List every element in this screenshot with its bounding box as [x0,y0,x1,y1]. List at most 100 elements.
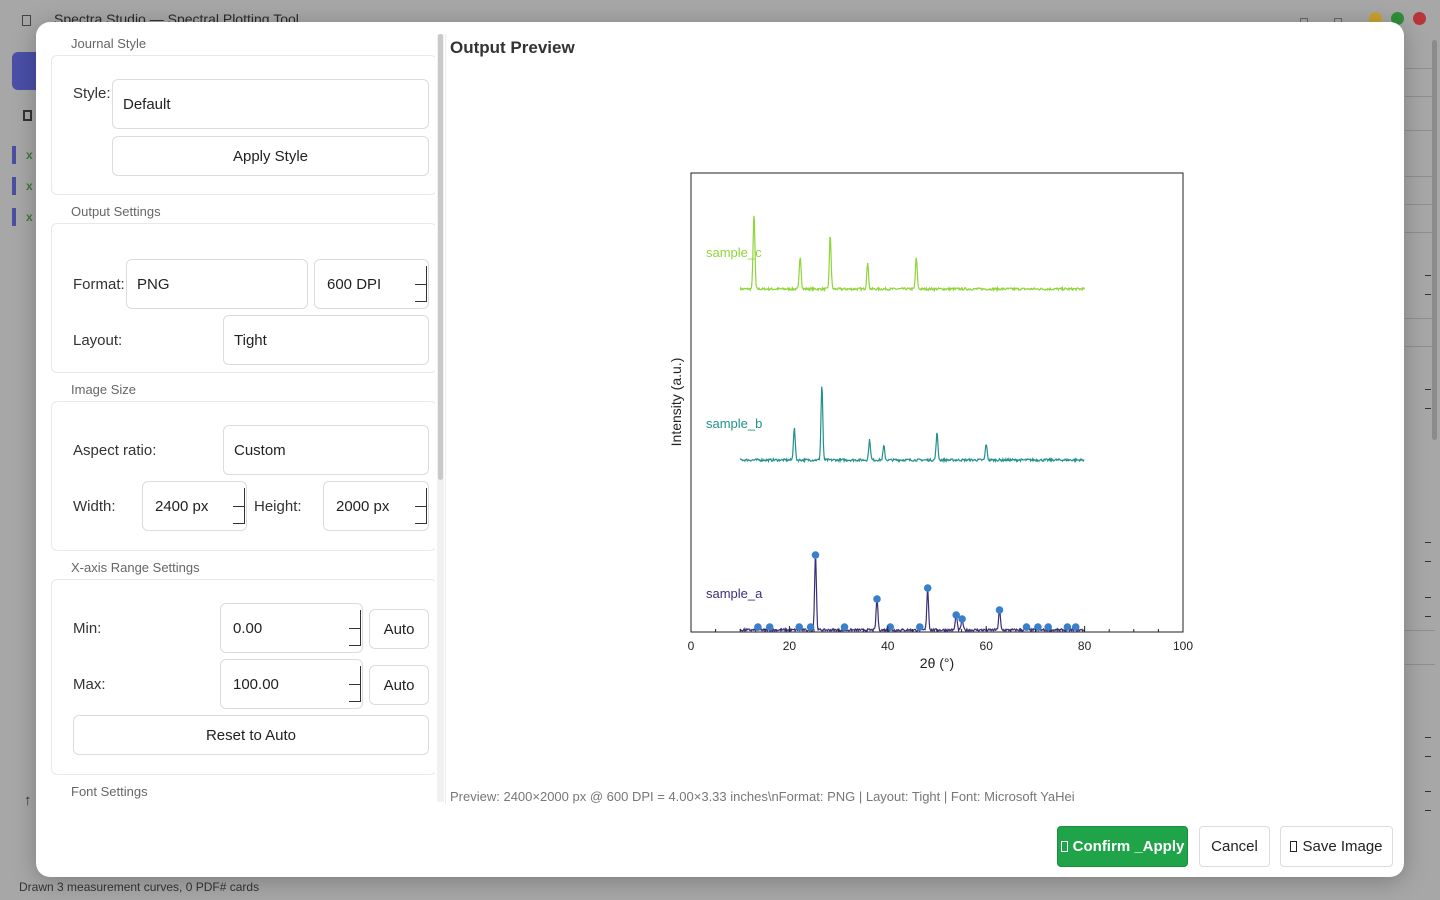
x-tick-label: 60 [980,639,994,653]
dash-mark [1425,756,1431,757]
dash-mark [1425,597,1431,598]
cancel-button[interactable]: Cancel [1199,826,1270,867]
series-line-sample_b [739,386,1085,464]
scrollbar-thumb[interactable] [438,34,443,480]
panel-divider [445,34,446,804]
peak-marker [958,615,966,623]
export-dialog: Journal Style Style: Default Apply Style… [36,22,1404,877]
reset-to-auto-button[interactable]: Reset to Auto [73,715,429,755]
min-spinbox[interactable]: 0.00 [220,603,363,653]
x-axis-range-group: Min: 0.00 Auto Max: 100.00 Auto Reset to… [51,579,435,775]
chart-ticks: 0 20 40 60 80 100 [688,626,1193,653]
peak-marker [765,623,774,631]
section-journal-style: Journal Style [71,36,147,51]
dash-mark [1425,408,1431,409]
status-bar: Drawn 3 measurement curves, 0 PDF# cards [19,880,260,894]
preview-chart: sample_c sample_b sample_a 0 20 40 60 80 100 2θ… [668,172,1193,671]
arrow-up-icon[interactable]: ↑ [24,792,32,809]
peak-marker [754,623,762,631]
save-image-button[interactable]: Save Image [1280,826,1393,867]
output-settings-group: Format: PNG 600 DPI Layout: Tight [51,223,435,373]
peak-marker [923,584,932,592]
plot-frame [690,172,1184,633]
confirm-apply-label: Confirm _Apply [1072,838,1185,855]
dpi-spinbox[interactable]: 600 DPI [314,259,429,309]
chart-markers [754,551,1080,631]
x-tick-label: 40 [881,639,895,653]
min-label: Min: [73,620,102,637]
x-tick-label: 100 [1173,639,1193,653]
min-stepper-icon[interactable] [348,606,362,650]
traffic-green-icon[interactable] [1391,12,1404,25]
sidebar-item[interactable]: x [12,146,40,164]
peak-marker [916,623,924,631]
main-scrollbar[interactable] [1432,40,1437,440]
confirm-apply-button[interactable]: Confirm _Apply [1057,826,1188,867]
dash-mark [1425,275,1431,276]
peak-marker [1044,623,1052,631]
aspect-ratio-select[interactable]: Custom [223,425,429,475]
sidebar-square-icon[interactable] [23,110,32,121]
settings-panel: Journal Style Style: Default Apply Style… [50,34,435,802]
width-value: 2400 px [155,497,209,515]
style-select[interactable]: Default [112,79,429,129]
peak-marker [811,551,820,559]
x-axis-label: 2θ (°) [920,655,954,671]
series-label-sample_b: sample_b [706,416,762,431]
save-icon [1290,841,1298,852]
format-select[interactable]: PNG [126,259,308,309]
sidebar-item[interactable]: x [12,177,40,195]
peak-marker [995,606,1004,614]
max-spinbox[interactable]: 100.00 [220,659,363,709]
layout-select[interactable]: Tight [223,315,429,365]
confirm-icon [1060,841,1068,852]
dash-mark [1425,389,1431,390]
apply-style-button[interactable]: Apply Style [112,136,429,176]
layout-label: Layout: [73,332,123,349]
traffic-yellow-icon[interactable] [1369,12,1382,25]
series-label-sample_a: sample_a [706,586,763,601]
dpi-stepper-icon[interactable] [414,262,428,306]
dash-mark [1425,810,1431,811]
sidebar-item[interactable]: x [12,208,40,226]
max-value: 100.00 [233,675,279,693]
max-auto-button[interactable]: Auto [369,665,429,705]
height-stepper-icon[interactable] [414,484,428,528]
section-image-size: Image Size [71,382,137,397]
peak-marker [1034,623,1042,631]
peak-marker [806,623,815,631]
peak-marker [886,623,895,631]
height-label: Height: [254,498,302,515]
peak-marker [952,611,960,619]
peak-marker [873,595,881,603]
settings-scrollbar[interactable] [437,34,444,802]
dash-mark [1425,561,1431,562]
peak-marker [1063,623,1072,631]
image-size-group: Aspect ratio: Custom Width: 2400 px Heig… [51,401,435,551]
max-stepper-icon[interactable] [348,662,362,706]
x-tick-label: 80 [1078,639,1092,653]
min-auto-button[interactable]: Auto [369,609,429,649]
preview-title: Output Preview [450,38,575,57]
save-image-label: Save Image [1302,838,1383,855]
cancel-label: Cancel [1211,838,1258,855]
width-stepper-icon[interactable] [232,484,246,528]
section-output-settings: Output Settings [71,204,161,219]
y-axis-label: Intensity (a.u.) [668,358,684,447]
app-icon [22,15,31,26]
dpi-value: 600 DPI [327,275,382,293]
width-label: Width: [73,498,116,515]
peak-marker [1071,623,1080,631]
dash-mark [1425,542,1431,543]
journal-style-group: Style: Default Apply Style [51,55,435,195]
x-tick-label: 0 [688,639,695,653]
section-x-axis-range: X-axis Range Settings [71,560,200,575]
height-spinbox[interactable]: 2000 px [323,481,429,531]
dash-mark [1425,294,1431,295]
section-font-settings: Font Settings [71,784,148,799]
traffic-red-icon[interactable] [1413,12,1426,25]
width-spinbox[interactable]: 2400 px [142,481,247,531]
dash-mark [1425,616,1431,617]
peak-marker [840,623,849,631]
series-label-sample_c: sample_c [706,245,762,260]
